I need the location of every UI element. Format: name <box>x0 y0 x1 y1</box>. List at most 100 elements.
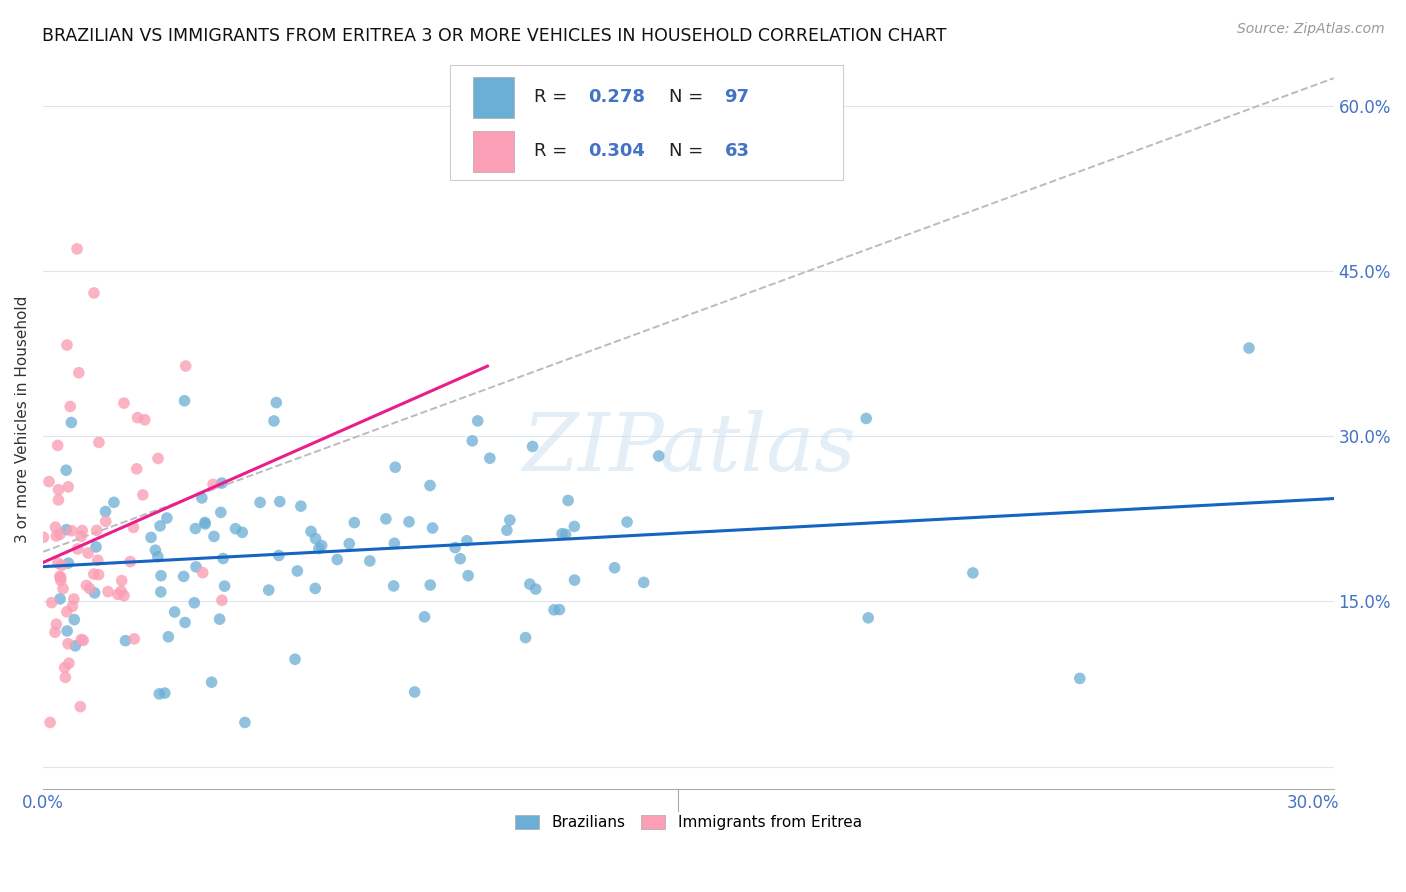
Point <box>962 566 984 580</box>
Point <box>173 393 195 408</box>
Point <box>56 624 79 638</box>
Point <box>263 414 285 428</box>
Point <box>308 541 330 556</box>
Point <box>127 410 149 425</box>
Point <box>66 242 89 256</box>
Point <box>149 519 172 533</box>
Point <box>66 541 89 556</box>
Point <box>59 400 82 414</box>
Point <box>94 514 117 528</box>
Point <box>56 338 79 352</box>
Point <box>343 516 366 530</box>
Point <box>46 556 69 570</box>
Point <box>214 579 236 593</box>
Text: 0.278: 0.278 <box>588 88 645 106</box>
Point <box>148 687 170 701</box>
Point <box>139 530 162 544</box>
Bar <box>472 131 515 171</box>
Point <box>58 657 80 671</box>
Point <box>79 582 101 596</box>
Text: ZIPatlas: ZIPatlas <box>522 410 855 488</box>
Text: 97: 97 <box>724 88 749 106</box>
Point <box>457 568 479 582</box>
Point <box>174 359 197 373</box>
Text: 0.304: 0.304 <box>588 142 644 161</box>
Point <box>422 521 444 535</box>
Point <box>209 505 232 519</box>
Point <box>149 585 172 599</box>
Point <box>224 522 246 536</box>
Point <box>449 551 471 566</box>
Point <box>284 652 307 666</box>
Point <box>157 630 180 644</box>
Point <box>384 460 406 475</box>
Point <box>63 591 86 606</box>
Point <box>72 633 94 648</box>
Point <box>52 582 75 596</box>
Point <box>60 416 83 430</box>
Point <box>55 523 77 537</box>
Point <box>150 568 173 582</box>
Point <box>49 591 72 606</box>
Point <box>304 582 326 596</box>
Point <box>311 539 333 553</box>
Point <box>249 495 271 509</box>
Point <box>269 494 291 508</box>
Point <box>519 577 541 591</box>
Point <box>194 516 217 531</box>
Point <box>233 715 256 730</box>
Point <box>77 546 100 560</box>
Point <box>70 529 93 543</box>
Point <box>551 526 574 541</box>
Point <box>46 438 69 452</box>
Point <box>499 513 522 527</box>
Point <box>87 553 110 567</box>
Point <box>208 612 231 626</box>
Point <box>231 525 253 540</box>
Point <box>110 584 132 599</box>
Point <box>413 610 436 624</box>
Point <box>53 660 76 674</box>
Point <box>103 495 125 509</box>
Point <box>83 586 105 600</box>
Point <box>63 613 86 627</box>
Text: BRAZILIAN VS IMMIGRANTS FROM ERITREA 3 OR MORE VEHICLES IN HOUSEHOLD CORRELATION: BRAZILIAN VS IMMIGRANTS FROM ERITREA 3 O… <box>42 27 946 45</box>
Point <box>184 522 207 536</box>
Point <box>145 543 167 558</box>
Point <box>211 593 233 607</box>
Point <box>94 504 117 518</box>
Point <box>107 587 129 601</box>
Point <box>55 463 77 477</box>
Text: R =: R = <box>533 142 572 161</box>
Point <box>51 558 73 573</box>
Point <box>62 599 84 614</box>
Point <box>524 582 547 596</box>
Point <box>41 596 63 610</box>
Point <box>191 491 214 505</box>
Point <box>202 477 225 491</box>
Point <box>191 566 214 580</box>
Point <box>444 541 467 555</box>
Point <box>557 493 579 508</box>
Point <box>48 483 70 497</box>
Point <box>478 451 501 466</box>
Point <box>112 589 135 603</box>
Point <box>633 575 655 590</box>
Point <box>44 520 66 534</box>
Point <box>855 411 877 425</box>
Point <box>299 524 322 539</box>
Point <box>65 639 87 653</box>
Point <box>211 476 233 491</box>
Point <box>173 569 195 583</box>
Point <box>359 554 381 568</box>
Point <box>49 569 72 583</box>
Point <box>38 475 60 489</box>
Point <box>53 670 76 684</box>
Point <box>97 584 120 599</box>
Point <box>603 560 626 574</box>
Point <box>267 549 290 563</box>
Point <box>45 617 67 632</box>
Point <box>858 611 880 625</box>
Point <box>456 533 478 548</box>
Point <box>69 699 91 714</box>
